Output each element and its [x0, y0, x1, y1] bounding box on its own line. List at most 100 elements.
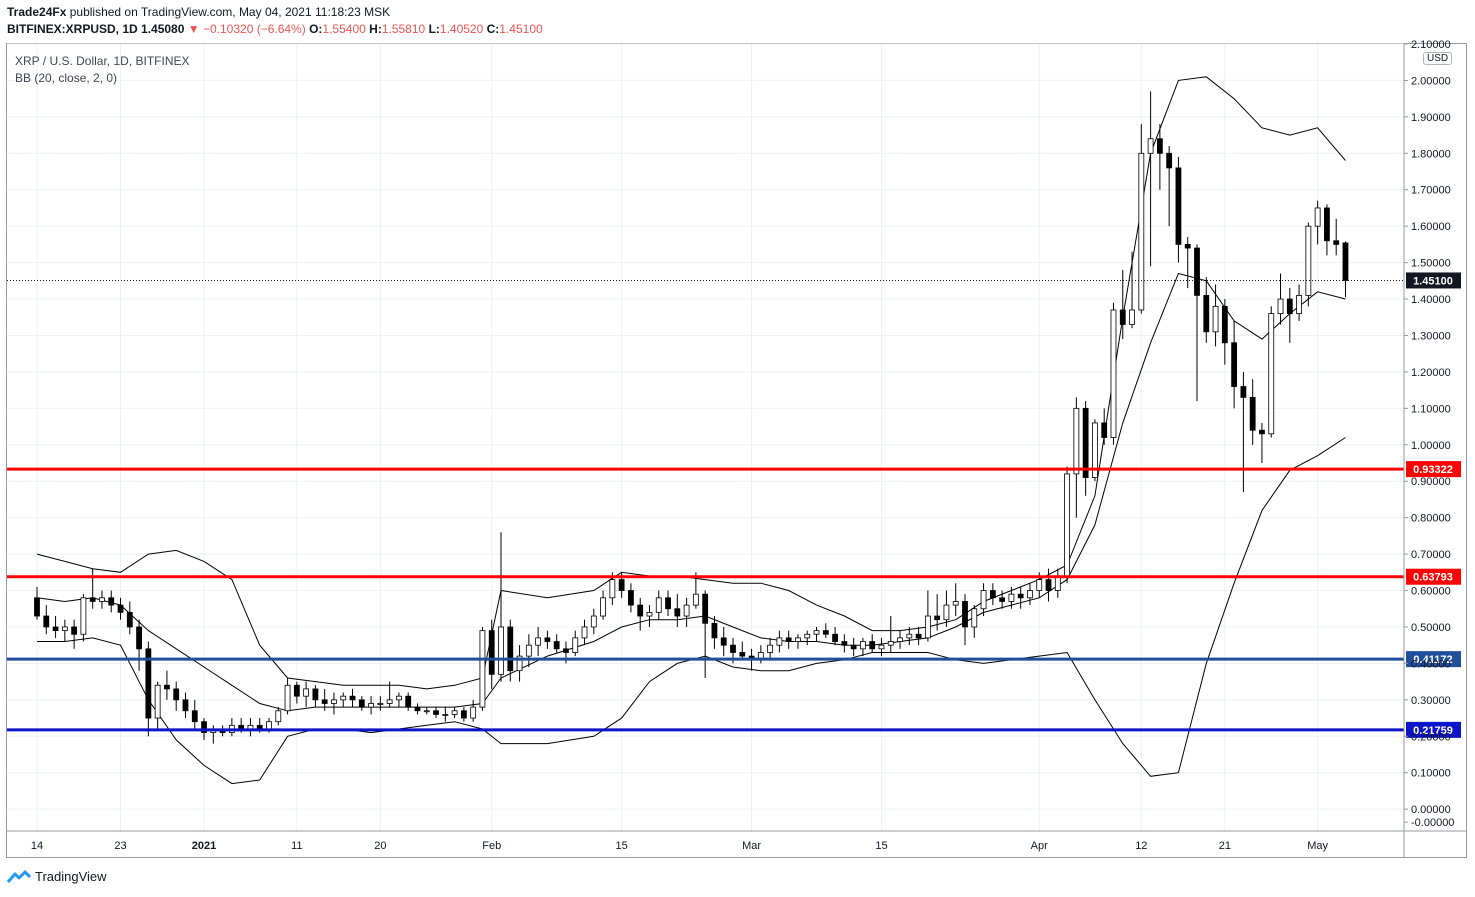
candle-up [952, 601, 959, 606]
candle-down [1342, 242, 1349, 281]
time-tick-label: Mar [742, 840, 761, 852]
candle-down [553, 641, 560, 650]
time-tick-label: Apr [1031, 840, 1048, 852]
time-tick-label: Feb [482, 840, 501, 852]
price-tick-label: 0.40000 [1411, 658, 1451, 670]
candle-up [804, 633, 811, 639]
level-label: 0.63793 [1413, 572, 1453, 584]
candle-down [1324, 207, 1330, 242]
currency-button[interactable]: USD [1423, 52, 1453, 65]
price-tick-label: 1.60000 [1411, 221, 1451, 233]
candle-down [1221, 305, 1228, 344]
candle-down [989, 590, 996, 599]
price-tick-label: 1.40000 [1411, 294, 1451, 306]
candle-down [832, 633, 838, 642]
level-label: 0.41172 [1413, 654, 1452, 666]
candle-down [720, 637, 727, 646]
candle-down [618, 579, 625, 591]
low-value: 1.40520 [439, 22, 484, 36]
ohlc-line: BITFINEX:XRPUSD, 1D 1.45080 ▼ −0.10320 (… [7, 22, 543, 36]
candle-down [1231, 342, 1238, 387]
time-tick-label: 11 [291, 840, 302, 852]
time-tick-label: 21 [1219, 840, 1231, 852]
candle-down [293, 684, 300, 697]
candle-down [1045, 579, 1052, 591]
candle-up [1092, 422, 1098, 478]
candle-down [711, 622, 718, 639]
candle-down [1156, 138, 1163, 154]
candle-down [71, 626, 78, 635]
time-tick-label: 2021 [192, 840, 216, 852]
close-value: 1.45100 [499, 22, 543, 36]
footer-brand[interactable]: TradingView [7, 869, 107, 884]
candle-down [507, 626, 514, 672]
candle-down [702, 593, 709, 624]
grid-lines [7, 43, 1404, 831]
candle-up [609, 579, 616, 599]
candle-down [665, 597, 671, 610]
candle-up [600, 597, 606, 617]
candle-up [1212, 305, 1219, 333]
candle-down [321, 699, 328, 704]
price-tick-label: 1.80000 [1411, 148, 1451, 160]
candle-up [1138, 152, 1145, 311]
candle-down [89, 597, 96, 602]
candle-down [52, 626, 59, 632]
publisher-name[interactable]: Trade24Fx [7, 5, 67, 19]
symbol-label: BITFINEX:XRPUSD, 1D [7, 22, 138, 36]
candle-up [924, 615, 931, 639]
candle-up [646, 611, 653, 617]
candle-up [266, 721, 272, 730]
candle-up [396, 695, 402, 701]
candle-up [275, 710, 282, 723]
candle-up [860, 641, 866, 650]
candle-down [1240, 386, 1247, 398]
candle-up [683, 604, 690, 617]
candle-down [674, 608, 681, 617]
horizontal-levels[interactable]: 0.93322 0.63793 0.41172 0.21759 1.45100 [7, 272, 1461, 738]
candle-up [535, 637, 542, 646]
price-tick-label: -0.00000 [1411, 817, 1454, 829]
candle-down [1249, 397, 1256, 431]
candle-up [1129, 309, 1135, 325]
price-tick-label: 0.00000 [1411, 804, 1451, 816]
price-tick-label: 0.30000 [1411, 695, 1451, 707]
candle-up [479, 630, 486, 708]
candle-up [1296, 295, 1302, 315]
symbol-title[interactable]: XRP / U.S. Dollar, 1D, BITFINEX [15, 54, 190, 68]
candle-down [869, 641, 876, 650]
close-label: C: [486, 22, 500, 36]
candle-up [154, 684, 161, 719]
time-tick-label: 20 [374, 840, 386, 852]
candle-down [488, 630, 495, 675]
candle-up [897, 637, 903, 642]
published-text: published on TradingView.com, May 04, 20… [69, 5, 391, 19]
candle-down [136, 626, 142, 650]
candle-up [61, 626, 68, 632]
candle-down [34, 597, 40, 617]
candle-down [1286, 298, 1293, 315]
time-tick-label: 12 [1135, 840, 1147, 852]
candle-up [80, 597, 87, 635]
candle-down [934, 615, 941, 621]
bollinger-bands [36, 76, 1346, 785]
candle-up [1147, 138, 1154, 154]
candle-up [692, 593, 699, 606]
candle-up [943, 604, 950, 621]
candle-down [1203, 295, 1210, 333]
candles [34, 91, 1349, 744]
candle-down [628, 590, 634, 606]
candle-up [340, 695, 347, 701]
time-tick-label: 14 [31, 840, 43, 852]
candle-down [126, 611, 133, 628]
candle-up [655, 597, 662, 613]
brand-name: TradingView [35, 869, 107, 884]
candle-down [841, 641, 848, 646]
indicator-legend[interactable]: BB (20, close, 2, 0) [15, 71, 118, 85]
candle-down [1166, 152, 1173, 169]
candle-up [776, 637, 783, 646]
candle-down [145, 648, 152, 719]
candle-up [498, 626, 504, 675]
candle-down [822, 630, 829, 635]
